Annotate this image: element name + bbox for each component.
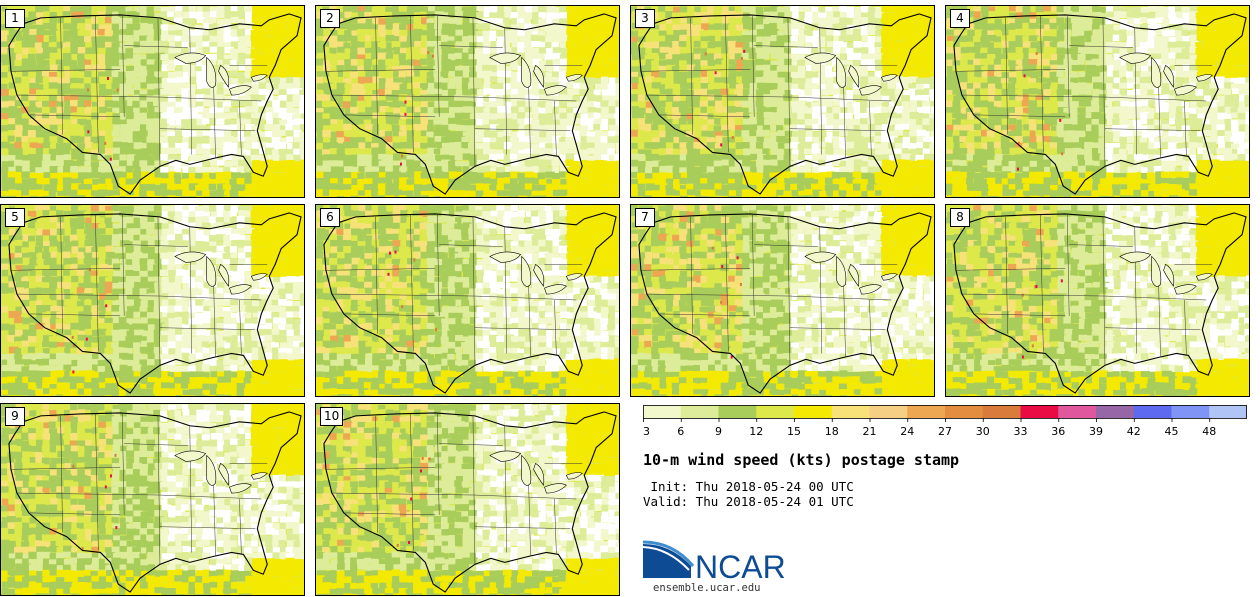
- colorbar-swatch: [1209, 405, 1247, 418]
- colorbar-tick-label: 36: [1051, 425, 1065, 438]
- ensemble-member-panel: 10: [315, 403, 620, 596]
- wind-speed-map: [316, 6, 619, 197]
- init-time: Init: Thu 2018-05-24 00 UTC: [643, 479, 854, 494]
- colorbar-tick-label: 12: [749, 425, 763, 438]
- ncar-logo: NCAR: [643, 540, 786, 582]
- ensemble-member-panel: 1: [0, 5, 305, 198]
- colorbar-swatch: [680, 405, 719, 418]
- member-number-label: 9: [5, 407, 25, 426]
- member-number-label: 2: [320, 9, 340, 28]
- wind-speed-map: [1, 404, 304, 595]
- ensemble-member-panel: 5: [0, 204, 305, 397]
- colorbar-swatch: [718, 405, 757, 418]
- product-title: 10-m wind speed (kts) postage stamp: [643, 451, 960, 469]
- colorbar-tick-label: 18: [825, 425, 839, 438]
- colorbar-tick-label: 9: [715, 425, 722, 438]
- ensemble-member-panel: 2: [315, 5, 620, 198]
- colorbar-tick-label: 48: [1202, 425, 1216, 438]
- colorbar-swatch: [1133, 405, 1172, 418]
- ensemble-member-panel: 6: [315, 204, 620, 397]
- colorbar-tick-label: 33: [1014, 425, 1028, 438]
- colorbar-swatch: [831, 405, 870, 418]
- colorbar-tick-label: 3: [643, 425, 650, 438]
- valid-time: Valid: Thu 2018-05-24 01 UTC: [643, 494, 854, 509]
- colorbar-swatch: [907, 405, 946, 418]
- wind-speed-map: [946, 205, 1249, 396]
- member-number-label: 5: [5, 208, 25, 227]
- wind-speed-map: [1, 205, 304, 396]
- colorbar-swatch: [869, 405, 908, 418]
- ensemble-member-panel: 4: [945, 5, 1250, 198]
- wind-speed-colorbar: 3 6 9 12 15 18 21 24 27 30 33 36 39 42 45 48: [643, 405, 1247, 438]
- colorbar-swatch: [982, 405, 1021, 418]
- wind-speed-map: [1, 6, 304, 197]
- colorbar-tick-label: 6: [677, 425, 684, 438]
- wind-speed-map: [316, 205, 619, 396]
- ensemble-member-panel: 3: [630, 5, 935, 198]
- colorbar-swatch: [643, 405, 682, 418]
- ensemble-member-panel: 9: [0, 403, 305, 596]
- member-number-label: 4: [950, 9, 970, 28]
- colorbar-tick-label: 21: [863, 425, 877, 438]
- member-number-label: 3: [635, 9, 655, 28]
- wind-speed-map: [631, 205, 934, 396]
- logo-url: ensemble.ucar.edu: [653, 582, 761, 594]
- wind-speed-map: [316, 404, 619, 595]
- wind-speed-map: [946, 6, 1249, 197]
- colorbar-swatch: [1096, 405, 1135, 418]
- colorbar-tick-label: 42: [1127, 425, 1141, 438]
- ensemble-member-panel: 8: [945, 204, 1250, 397]
- colorbar-swatch: [1171, 405, 1210, 418]
- member-number-label: 6: [320, 208, 340, 227]
- colorbar-tick-label: 45: [1165, 425, 1179, 438]
- ensemble-member-panel: 7: [630, 204, 935, 397]
- member-number-label: 10: [320, 407, 344, 426]
- colorbar-tick-label: 27: [938, 425, 952, 438]
- colorbar-tick-label: 15: [787, 425, 801, 438]
- colorbar-tick-label: 24: [900, 425, 914, 438]
- colorbar-swatch: [794, 405, 833, 418]
- ncar-wordmark: NCAR: [695, 549, 786, 582]
- wind-speed-map: [631, 6, 934, 197]
- colorbar-tick-label: 39: [1089, 425, 1103, 438]
- colorbar-swatch: [945, 405, 984, 418]
- colorbar-tick-label: 30: [976, 425, 990, 438]
- member-number-label: 8: [950, 208, 970, 227]
- colorbar-swatch: [1058, 405, 1097, 418]
- colorbar-swatch: [756, 405, 795, 418]
- colorbar-swatch: [1020, 405, 1059, 418]
- member-number-label: 1: [5, 9, 25, 28]
- member-number-label: 7: [635, 208, 655, 227]
